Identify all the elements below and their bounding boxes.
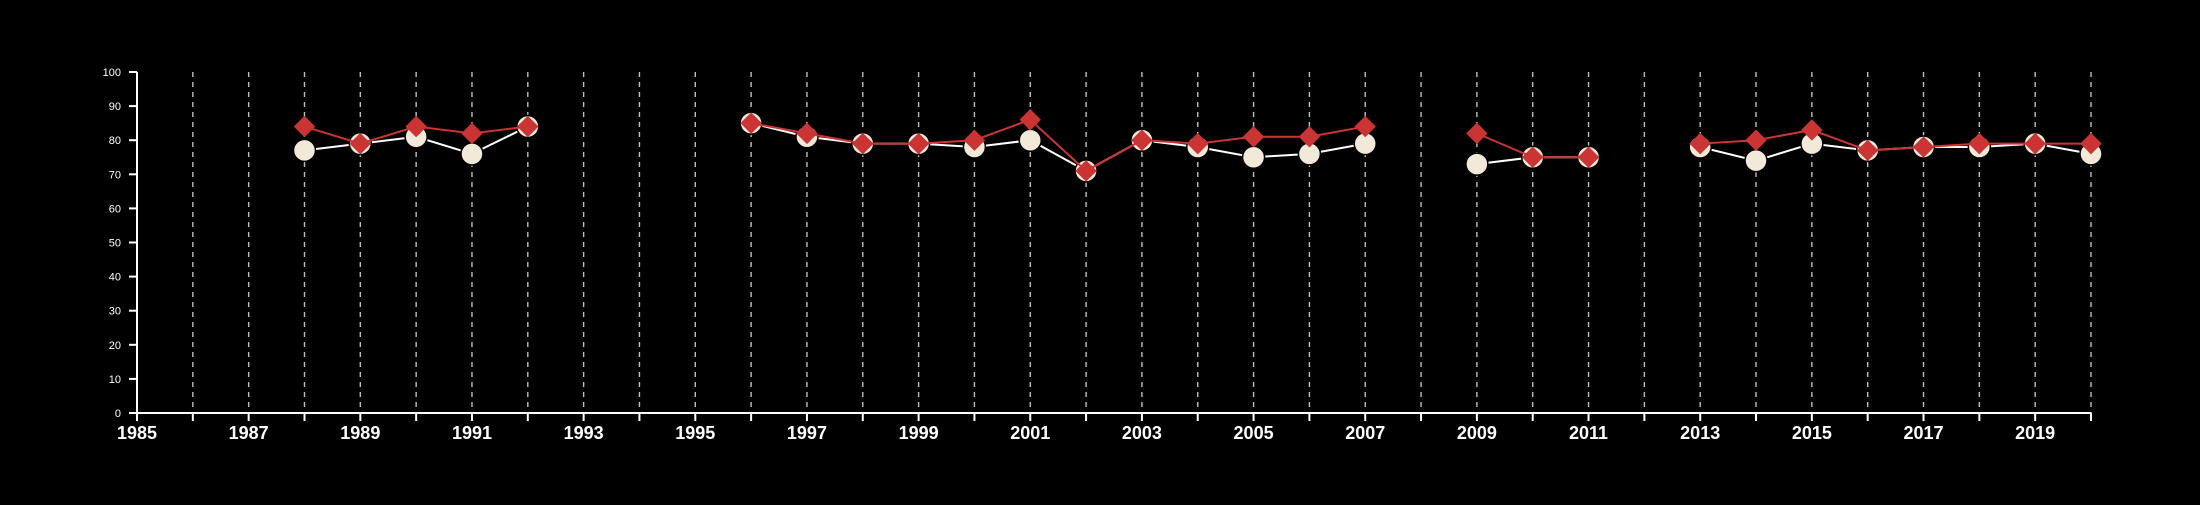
- x-tick-label: 1985: [117, 423, 157, 443]
- y-tick-label: 30: [109, 306, 121, 318]
- data-point-circle: [1744, 148, 1768, 173]
- grid-layer: [192, 72, 2092, 413]
- y-tick-label: 40: [109, 272, 121, 284]
- series-line: [750, 122, 1366, 173]
- data-point-diamond: [740, 112, 762, 134]
- y-tick-label: 0: [115, 408, 121, 420]
- data-point-diamond: [1577, 146, 1600, 168]
- data-point-diamond: [1801, 119, 1823, 141]
- y-tick-label: 50: [109, 238, 121, 250]
- data-point-diamond: [1912, 136, 1935, 158]
- y-tick-label: 90: [109, 101, 121, 113]
- x-tick-label: 2019: [2015, 423, 2055, 443]
- y-tick-label: 80: [109, 135, 121, 147]
- data-point-diamond: [293, 115, 316, 138]
- series-layer: [292, 109, 2103, 183]
- x-tick-label: 2017: [1903, 423, 1943, 443]
- y-tick-label: 70: [109, 169, 121, 181]
- x-tick-label: 1989: [340, 423, 380, 443]
- data-point-diamond: [1522, 146, 1544, 168]
- y-tick-label: 20: [109, 340, 121, 352]
- data-point-diamond: [1745, 129, 1767, 151]
- data-point-diamond: [349, 132, 372, 155]
- data-point-diamond: [1298, 126, 1321, 148]
- data-point-diamond: [796, 122, 818, 145]
- data-point-diamond: [852, 132, 874, 155]
- x-tick-label: 1987: [229, 423, 269, 443]
- data-point-diamond: [1019, 109, 1041, 131]
- data-point-diamond: [2080, 132, 2102, 155]
- data-point-diamond: [1689, 132, 1711, 155]
- data-point-diamond: [963, 129, 986, 151]
- x-tick-label: 2015: [1792, 423, 1832, 443]
- data-point-circle: [292, 138, 317, 163]
- y-tick-label: 100: [103, 67, 121, 79]
- series-line: [750, 118, 1366, 173]
- y-tick-label: 60: [109, 203, 121, 215]
- x-tick-label: 1991: [452, 423, 492, 443]
- x-tick-label: 2007: [1345, 423, 1385, 443]
- data-point-diamond: [405, 115, 427, 138]
- data-point-circle: [460, 142, 484, 166]
- data-point-diamond: [1856, 139, 1879, 162]
- y-tick-label: 10: [109, 374, 121, 386]
- x-tick-label: 1997: [787, 423, 827, 443]
- x-tick-label: 2013: [1680, 423, 1720, 443]
- x-tick-label: 2011: [1569, 423, 1608, 443]
- x-tick-label: 2003: [1122, 423, 1162, 443]
- data-point-diamond: [1466, 122, 1488, 145]
- data-point-diamond: [1187, 132, 1209, 155]
- data-point-circle: [1465, 152, 1489, 176]
- series-diamond: [293, 109, 2102, 182]
- data-point-diamond: [1131, 129, 1153, 151]
- data-point-circle: [1018, 128, 1043, 152]
- x-tick-label: 2005: [1234, 423, 1274, 443]
- x-tick-label: 1993: [564, 423, 604, 443]
- x-tick-label: 2001: [1010, 423, 1050, 443]
- data-point-diamond: [1075, 160, 1097, 182]
- data-point-diamond: [2024, 132, 2046, 155]
- x-tick-label: 1995: [675, 423, 715, 443]
- data-point-diamond: [1354, 115, 1376, 138]
- data-point-circle: [1241, 145, 1266, 169]
- data-point-diamond: [907, 132, 930, 155]
- axes-layer: 0 10 20 30 40 50 60 70 80 90 100 1985 1987 1989 1991 19…: [103, 67, 2092, 443]
- data-point-diamond: [517, 115, 539, 138]
- x-tick-label: 2009: [1457, 423, 1497, 443]
- data-point-diamond: [1968, 132, 1991, 155]
- data-point-diamond: [1242, 126, 1265, 148]
- x-tick-label: 1999: [899, 423, 939, 443]
- data-point-diamond: [461, 122, 483, 145]
